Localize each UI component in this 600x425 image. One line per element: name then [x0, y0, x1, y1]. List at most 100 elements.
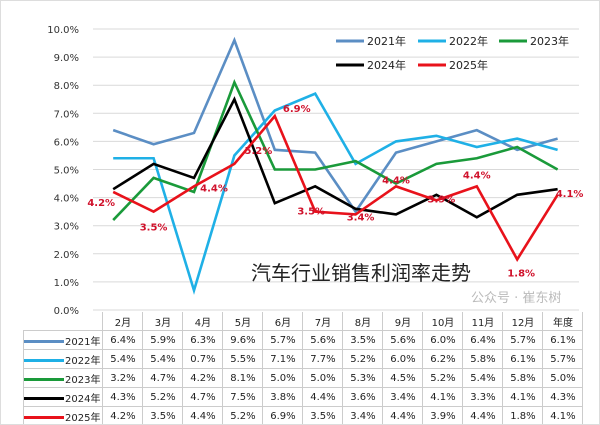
x-tick-label: 4月: [182, 312, 224, 331]
table-cell: 1.8%: [502, 406, 544, 424]
data-label: 3.5%: [140, 223, 168, 234]
legend-label: 2021年: [367, 34, 406, 48]
data-label: 5.2%: [245, 146, 273, 157]
x-tick-label: 6月: [262, 312, 304, 331]
y-tick-label: 5.0%: [54, 166, 79, 177]
data-label: 4.4%: [463, 170, 491, 181]
table-cell: 8.1%: [222, 368, 264, 388]
y-tick-label: 1.0%: [54, 278, 79, 289]
table-cell: 4.1%: [542, 406, 584, 424]
table-cell: 5.2%: [142, 387, 184, 407]
table-cell: 5.9%: [142, 330, 184, 350]
y-tick-label: 10.0%: [47, 25, 79, 36]
x-tick-label: 8月: [342, 312, 384, 331]
table-cell: 5.4%: [102, 349, 144, 369]
table-cell: 3.4%: [382, 387, 424, 407]
series-line-2025年: [112, 113, 559, 262]
data-label: 3.4%: [347, 212, 375, 223]
table-cell: 6.0%: [382, 349, 424, 369]
data-table: 2月 3月 4月 5月 6月 7月 8月 9月 10月 11月 12月 年度 2021年 6.4% 5.9%…: [22, 312, 584, 424]
table-cell: 3.5%: [142, 406, 184, 424]
table-cell: 9.6%: [222, 330, 264, 350]
table-cell: 5.7%: [262, 330, 304, 350]
table-cell: 3.8%: [262, 387, 304, 407]
table-cell: 5.4%: [462, 368, 504, 388]
table-cell: 4.4%: [462, 406, 504, 424]
table-cell: 5.8%: [502, 368, 544, 388]
row-label: 2025年: [22, 406, 104, 424]
data-label: 4.2%: [87, 198, 115, 209]
table-cell: 4.4%: [382, 406, 424, 424]
y-tick-label: 6.0%: [54, 137, 79, 148]
table-cell: 7.7%: [302, 349, 344, 369]
legend-key: [24, 397, 64, 400]
table-cell: 3.5%: [342, 330, 384, 350]
table-cell: 5.8%: [462, 349, 504, 369]
legend-label: 2023年: [530, 34, 569, 48]
y-tick-label: 9.0%: [54, 53, 79, 64]
series-line-2022年: [113, 91, 558, 295]
watermark: 公众号 · 崔东树: [471, 290, 561, 306]
table-cell: 7.1%: [262, 349, 304, 369]
legend-label: 2022年: [449, 34, 488, 48]
table-cell: 6.1%: [502, 349, 544, 369]
data-label: 4.1%: [556, 189, 584, 200]
x-tick-label: 3月: [142, 312, 184, 331]
table-cell: 4.7%: [182, 387, 224, 407]
series-line-2021年: [112, 36, 558, 214]
data-label: 4.4%: [382, 175, 410, 186]
table-cell: 6.1%: [542, 330, 584, 350]
legend-key: [24, 378, 64, 381]
y-tick-label: 4.0%: [54, 194, 79, 205]
row-label: 2022年: [22, 349, 104, 369]
y-tick-label: 3.0%: [54, 222, 79, 233]
table-cell: 3.5%: [302, 406, 344, 424]
series-line-2024年: [112, 96, 558, 219]
table-row: 2022年 5.4% 5.4% 0.7% 5.5% 7.1% 7.7% 5.2% 6.0% 6.2…: [22, 349, 584, 369]
table-cell: 5.6%: [382, 330, 424, 350]
table-cell: 4.3%: [102, 387, 144, 407]
x-tick-label: 2月: [102, 312, 144, 331]
data-label: 4.4%: [200, 183, 228, 194]
table-cell: 5.3%: [342, 368, 384, 388]
series-line-2023年: [112, 79, 559, 221]
table-cell: 6.9%: [262, 406, 304, 424]
table-cell: 4.1%: [502, 387, 544, 407]
table-cell: 4.4%: [302, 387, 344, 407]
table-row: 2024年 4.3% 5.2% 4.7% 7.5% 3.8% 4.4% 3.6% 3.4% 4.1…: [22, 387, 584, 407]
row-label: 2023年: [22, 368, 104, 388]
y-tick-label: 0.0%: [54, 306, 79, 317]
row-label: 2021年: [22, 330, 104, 350]
table-cell: 4.3%: [542, 387, 584, 407]
x-tick-label: 10月: [422, 312, 464, 331]
table-cell: 5.7%: [542, 349, 584, 369]
table-cell: 3.2%: [102, 368, 144, 388]
data-label: 3.9%: [428, 194, 456, 205]
legend-key: [24, 416, 64, 419]
table-cell: 5.6%: [302, 330, 344, 350]
x-tick-label: 9月: [382, 312, 424, 331]
legend-label: 2024年: [367, 58, 406, 72]
table-cell: 5.2%: [222, 406, 264, 424]
row-label: 2024年: [22, 387, 104, 407]
table-cell: 4.7%: [142, 368, 184, 388]
table-cell: 7.5%: [222, 387, 264, 407]
table-cell: 6.0%: [422, 330, 464, 350]
data-label: 6.9%: [283, 104, 311, 115]
table-cell: 5.2%: [342, 349, 384, 369]
legend-key: [24, 340, 64, 343]
table-cell: 6.4%: [102, 330, 144, 350]
table-cell: 5.2%: [422, 368, 464, 388]
data-label: 3.5%: [297, 207, 325, 218]
data-label: 1.8%: [507, 268, 535, 279]
table-cell: 3.4%: [342, 406, 384, 424]
legend-label: 2025年: [449, 58, 488, 72]
table-cell: 4.4%: [182, 406, 224, 424]
table-cell: 5.0%: [262, 368, 304, 388]
x-tick-label: 年度: [542, 312, 584, 331]
table-cell: 4.1%: [422, 387, 464, 407]
table-cell: 4.5%: [382, 368, 424, 388]
x-tick-label: 12月: [502, 312, 544, 331]
